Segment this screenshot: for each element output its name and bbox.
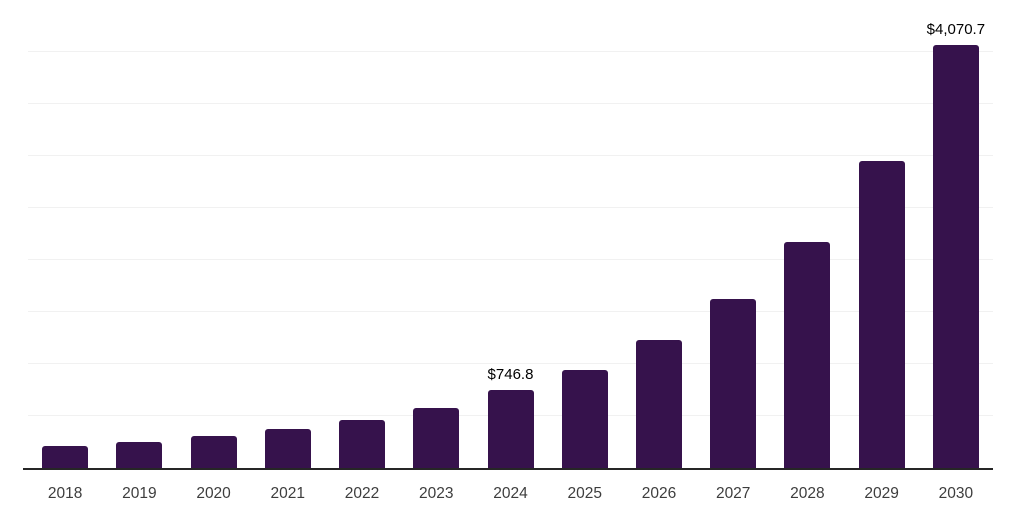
x-tick-label-2027: 2027 [715,485,751,502]
plot-area: $746.8 $4,070.7 [23,0,993,470]
value-label-2024: $746.8 [487,366,534,384]
x-tick-label-2026: 2026 [641,485,677,502]
bar-2030 [932,44,979,470]
x-tick-label-2021: 2021 [270,485,306,502]
bar-2025 [561,369,608,470]
x-tick-label-2029: 2029 [864,485,899,502]
bar-2024 [487,390,534,470]
x-tick-label-2023: 2023 [419,485,454,502]
bar-2029 [858,161,905,470]
gridline [28,363,993,364]
x-tick-label-2030: 2030 [938,485,974,502]
bar-2018 [42,446,89,470]
gridline [28,311,993,312]
x-tick-label-2028: 2028 [790,485,825,502]
bar-2022 [339,419,386,470]
x-tick-label-2024: 2024 [493,485,528,502]
bar-2020 [190,435,237,470]
x-tick-label-2018: 2018 [47,485,83,502]
bar-2028 [784,242,831,470]
gridline [28,207,993,208]
x-tick-label-2019: 2019 [122,485,157,502]
x-axis-line [23,468,993,470]
gridline [28,259,993,260]
gridline [28,51,993,52]
x-tick-label-2025: 2025 [567,485,602,502]
bar-2019 [116,441,163,470]
bar-2026 [635,339,682,470]
x-tick-label-2020: 2020 [196,485,231,502]
gridline [28,155,993,156]
gridline [28,103,993,104]
bar-2021 [264,428,311,470]
bar-2023 [413,408,460,470]
value-label-2030: $4,070.7 [926,20,986,38]
bar-2027 [710,299,757,470]
x-tick-label-2022: 2022 [344,485,380,502]
